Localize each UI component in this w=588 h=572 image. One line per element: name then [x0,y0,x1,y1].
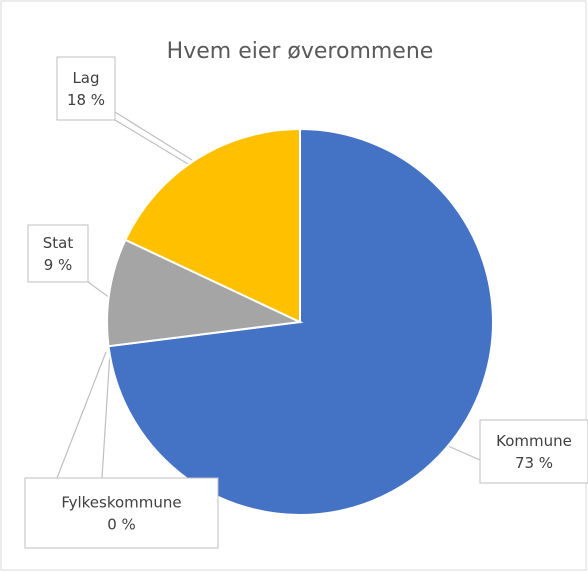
leader-line [447,445,481,461]
leader-line [87,281,111,299]
label-box [479,419,588,484]
label-box [27,224,89,283]
leader-lines [56,111,481,479]
category-label: Fylkeskommune [61,494,181,512]
leader-line [114,111,193,161]
value-label: 73 % [515,454,553,472]
chart-title: Hvem eier øverommene [167,39,434,64]
category-label: Stat [43,234,74,252]
label-box [24,477,219,549]
category-label: Lag [72,69,99,87]
category-label: Kommune [496,432,572,450]
label-box [56,56,116,121]
value-label: 0 % [107,516,136,534]
leader-line [56,351,107,479]
leader-line [114,119,189,165]
value-label: 18 % [67,91,105,109]
leader-line [101,351,111,479]
pie-slice [106,238,304,348]
value-label: 9 % [44,256,73,274]
pie-slice [124,127,301,324]
